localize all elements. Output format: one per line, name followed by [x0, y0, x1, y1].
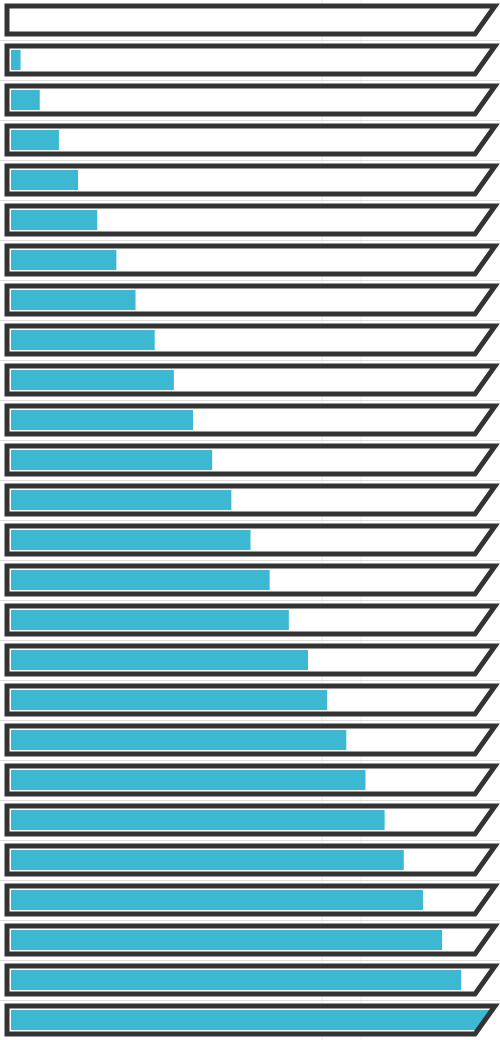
progress-bar [0, 360, 500, 397]
progress-fill [11, 290, 136, 310]
progress-bar [0, 240, 500, 277]
progress-outline [4, 963, 500, 997]
progress-outline [4, 563, 500, 597]
progress-outline [4, 323, 500, 357]
progress-track [7, 86, 495, 114]
progress-fill [11, 210, 98, 230]
progress-bar [0, 800, 500, 837]
progress-fill [11, 250, 117, 270]
progress-fill [11, 370, 174, 390]
progress-outline [4, 603, 500, 637]
progress-bar [0, 600, 500, 637]
progress-outline [4, 923, 500, 957]
progress-fill [11, 330, 155, 350]
progress-outline [4, 723, 500, 757]
progress-outline [4, 483, 500, 517]
progress-fill [11, 730, 347, 750]
progress-outline [4, 123, 500, 157]
progress-outline [4, 43, 500, 77]
progress-track [7, 246, 495, 274]
progress-bar [0, 200, 500, 237]
progress-bar [0, 320, 500, 357]
progress-fill [11, 610, 289, 630]
progress-track [7, 166, 495, 194]
progress-fill [11, 410, 194, 430]
progress-track [7, 206, 495, 234]
progress-bar [0, 840, 500, 877]
progress-bar [0, 880, 500, 917]
progress-outline [4, 523, 500, 557]
progress-outline [4, 363, 500, 397]
progress-fill [11, 690, 328, 710]
progress-outline [4, 1003, 500, 1037]
progress-fill [11, 890, 423, 910]
progress-bar [0, 440, 500, 477]
progress-bar [0, 80, 500, 117]
progress-fill [11, 970, 462, 990]
progress-outline [4, 283, 500, 317]
progress-fill [11, 450, 213, 470]
progress-outline [4, 203, 500, 237]
progress-outline [4, 83, 500, 117]
progress-outline [4, 163, 500, 197]
progress-bar [0, 760, 500, 797]
progress-bar [0, 520, 500, 557]
progress-outline [4, 243, 500, 277]
progress-bar [0, 40, 500, 77]
progress-fill [11, 90, 40, 110]
progress-fill [11, 570, 270, 590]
progress-bar [0, 640, 500, 677]
progress-outline [4, 643, 500, 677]
progress-track [7, 126, 495, 154]
progress-bar [0, 280, 500, 317]
progress-outline [4, 403, 500, 437]
progress-outline [4, 763, 500, 797]
progress-outline [4, 3, 500, 37]
progress-fill [11, 530, 251, 550]
progress-outline [4, 843, 500, 877]
progress-bar [0, 920, 500, 957]
progress-fill [11, 850, 404, 870]
progress-bar [0, 960, 500, 997]
progress-bar [4, 3, 500, 37]
progress-fill [11, 1010, 490, 1030]
progress-fill [11, 170, 79, 190]
progress-bar [0, 400, 500, 437]
progress-fill [11, 810, 385, 830]
progress-bar [0, 720, 500, 757]
progress-bar [0, 1000, 500, 1037]
progress-fill [11, 50, 21, 70]
progress-track [7, 6, 495, 34]
progress-bar [0, 560, 500, 597]
progress-fill [11, 770, 366, 790]
progress-outline [4, 443, 500, 477]
progress-bar [0, 480, 500, 517]
progress-bar [0, 680, 500, 717]
progress-track [7, 46, 495, 74]
progress-fill [11, 930, 443, 950]
progress-fill [11, 130, 59, 150]
progress-fill [11, 490, 232, 510]
progress-bar [0, 160, 500, 197]
progress-bar [0, 120, 500, 157]
progress-outline [4, 803, 500, 837]
progress-fill [11, 650, 308, 670]
progress-outline [4, 883, 500, 917]
progress-outline [4, 683, 500, 717]
